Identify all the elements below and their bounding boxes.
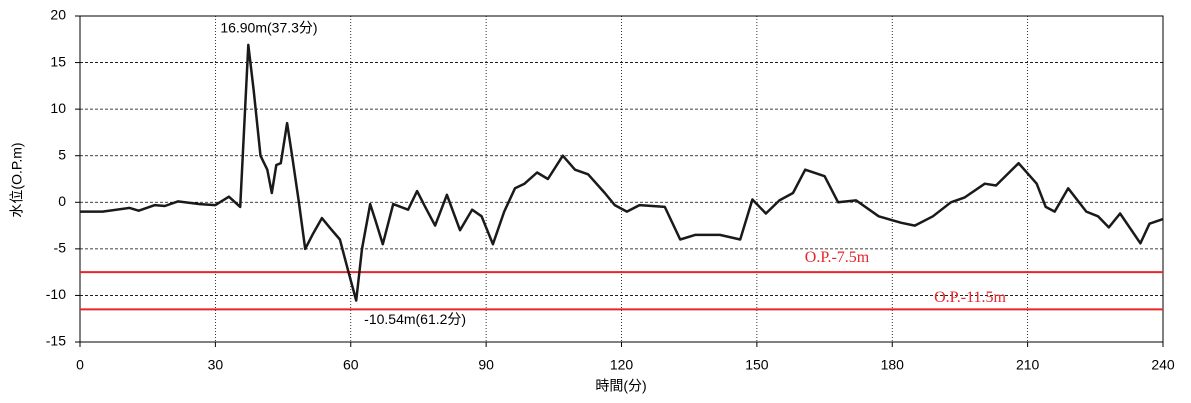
- x-tick-label: 180: [881, 357, 905, 373]
- data-line: [80, 43, 1164, 302]
- x-tick-label: 210: [1016, 357, 1040, 373]
- reference-label: O.P.-11.5m: [934, 289, 1006, 306]
- x-tick-label: 90: [478, 357, 494, 373]
- reference-label: O.P.-7.5m: [805, 249, 870, 266]
- x-tick-label: 150: [745, 357, 769, 373]
- y-tick-label: -15: [46, 333, 66, 349]
- y-tick-label: -5: [54, 240, 67, 256]
- x-tick-label: 120: [610, 357, 634, 373]
- x-tick-label: 0: [76, 357, 84, 373]
- x-tick-label: 30: [208, 357, 224, 373]
- x-tick-label: 240: [1151, 357, 1175, 373]
- y-tick-label: -10: [46, 286, 66, 302]
- plot-frame: [79, 15, 1164, 343]
- y-tick-label: 0: [58, 193, 66, 209]
- annotation: -10.54m(61.2分): [364, 311, 466, 327]
- y-axis-label: 水位(O.P.m): [9, 142, 25, 217]
- y-tick-label: 5: [58, 146, 66, 162]
- y-tick-label: 20: [50, 7, 66, 23]
- y-tick-label: 10: [50, 100, 66, 116]
- x-tick-label: 60: [343, 357, 359, 373]
- x-axis-label: 時間(分): [595, 378, 646, 394]
- y-tick-label: 15: [50, 53, 66, 69]
- annotation: 16.90m(37.3分): [220, 20, 317, 36]
